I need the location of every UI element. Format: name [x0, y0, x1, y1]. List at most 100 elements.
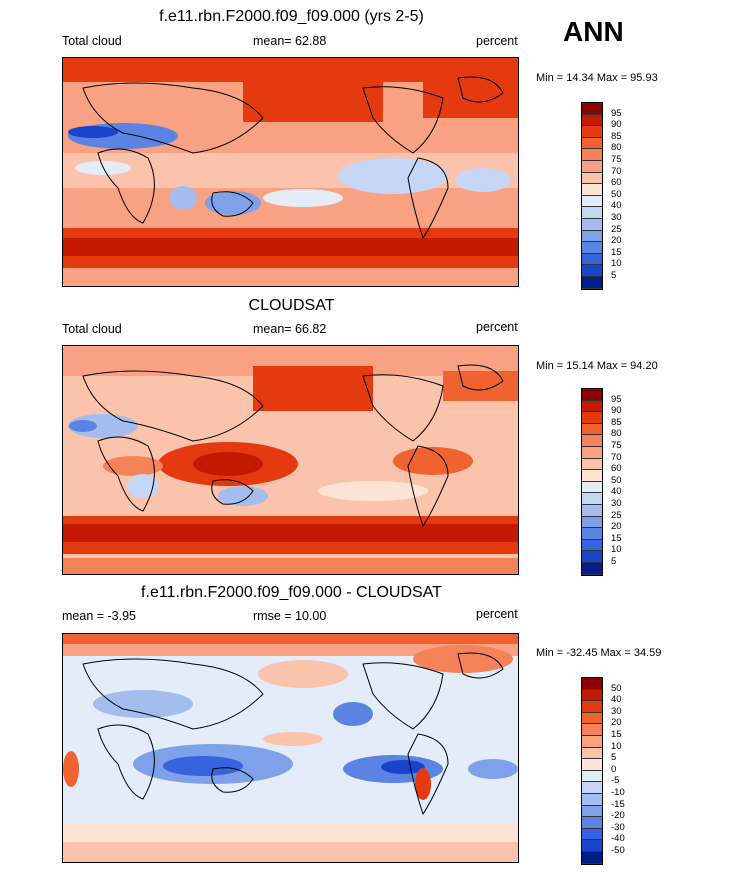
colorbar-segment: [582, 446, 602, 459]
colorbar-tick-label: -10: [611, 787, 625, 798]
colorbar-tick-label: 50: [611, 474, 622, 486]
colorbar-tick-label: 20: [611, 521, 622, 533]
panel-1-variable-label: Total cloud: [62, 34, 122, 48]
colorbar-tick-label: 50: [611, 188, 622, 200]
colorbar-tick-label: -5: [611, 775, 620, 787]
colorbar-segment: [582, 504, 602, 517]
colorbar-segment: [582, 172, 602, 185]
colorbar-tick-label: -40: [611, 833, 625, 845]
panel-1-mean-label: mean= 62.88: [253, 34, 327, 48]
colorbar-segment: [582, 551, 602, 563]
colorbar-tick-label: 30: [611, 705, 622, 717]
colorbar-tick-label: 95: [611, 393, 622, 405]
colorbar-segment: [582, 458, 602, 471]
colorbar-tick-label: 85: [611, 130, 622, 142]
panel-3-title: f.e11.rbn.F2000.f09_f09.000 - CLOUDSAT: [141, 584, 442, 601]
colorbar-segment: [582, 782, 602, 794]
colorbar-segment: [582, 400, 602, 413]
colorbar-tick-label: 85: [611, 416, 622, 428]
colorbar-tick-label: 5: [611, 270, 617, 281]
panel-3-rmse-label: rmse = 10.00: [253, 609, 327, 623]
colorbar-tick-label: 0: [611, 763, 617, 775]
colorbar-segment: [582, 137, 602, 150]
colorbar-tick-label: 40: [611, 200, 622, 212]
colorbar-segment: [582, 735, 602, 748]
panel-3-mean-label: mean = -3.95: [62, 609, 137, 623]
colorbar-segment: [582, 470, 602, 482]
colorbar-tick-label: -20: [611, 810, 625, 822]
colorbar-segment: [582, 481, 602, 494]
colorbar-segment: [582, 126, 602, 138]
colorbar-segment: [582, 242, 602, 254]
colorbar-segment: [582, 724, 602, 736]
colorbar-segment: [582, 195, 602, 208]
panel-2-title: CLOUDSAT: [248, 297, 335, 314]
colorbar-tick-label: 25: [611, 509, 622, 521]
colorbar-segment: [582, 759, 602, 771]
colorbar-tick-label: 10: [611, 740, 622, 752]
colorbar-tick-label: 70: [611, 165, 622, 177]
colorbar-segment: [582, 493, 602, 505]
colorbar-segment: [582, 793, 602, 806]
panel-3-map: [62, 633, 519, 863]
colorbar-tick-label: -30: [611, 821, 625, 833]
colorbar-segment: [582, 770, 602, 783]
colorbar-tick-label: 80: [611, 142, 622, 154]
colorbar-segment: [582, 389, 602, 401]
panel-1-minmax: Min = 14.34 Max = 95.93: [536, 72, 658, 84]
colorbar-tick-label: 15: [611, 729, 622, 740]
colorbar-segment: [582, 253, 602, 266]
colorbar-tick-label: 40: [611, 486, 622, 498]
panel-2-map: [62, 345, 519, 575]
panel-1-colorbar: 95 90 85 80 75 70 60 50 40 30 25 20 15 10 5: [581, 102, 622, 290]
colorbar-segment: [582, 805, 602, 818]
panel-2-variable-label: Total cloud: [62, 322, 122, 336]
colorbar-segment: [582, 516, 602, 529]
colorbar-segment: [582, 230, 602, 243]
colorbar-segment: [582, 160, 602, 173]
colorbar-segment: [582, 114, 602, 127]
colorbar-segment: [582, 828, 602, 841]
colorbar-segment: [582, 435, 602, 447]
panel-1-map: [62, 57, 519, 287]
colorbar-segment: [582, 747, 602, 760]
panel-1-units-label: percent: [476, 34, 518, 48]
colorbar-tick-label: 30: [611, 498, 622, 509]
colorbar-tick-label: 60: [611, 463, 622, 475]
colorbar-segment: [582, 149, 602, 161]
panel-2-mean-label: mean= 66.82: [253, 322, 327, 336]
panel-3-units-label: percent: [476, 607, 518, 621]
colorbar-segment: [582, 851, 602, 864]
panel-3-colorbar: 50 40 30 20 15 10 5 0 -5 -10 -15 -20 -30 -40 -50: [581, 677, 625, 865]
colorbar-tick-label: 20: [611, 235, 622, 247]
colorbar-tick-label: 20: [611, 717, 622, 729]
colorbar-segment: [582, 539, 602, 552]
panel-2-units-label: percent: [476, 320, 518, 334]
colorbar-segment: [582, 218, 602, 231]
colorbar-tick-label: 10: [611, 258, 622, 270]
panel-2-colorbar: 95 90 85 80 75 70 60 50 40 30 25 20 15 10 5: [581, 388, 622, 576]
colorbar-segment: [582, 817, 602, 829]
colorbar-segment: [582, 689, 602, 702]
colorbar-tick-label: 50: [611, 682, 622, 694]
colorbar-tick-label: 90: [611, 405, 622, 417]
colorbar-segment: [582, 840, 602, 852]
colorbar-tick-label: 25: [611, 223, 622, 235]
colorbar-segment: [582, 412, 602, 424]
colorbar-segment: [582, 712, 602, 725]
colorbar-segment: [582, 528, 602, 540]
colorbar-tick-label: 75: [611, 440, 622, 451]
colorbar-segment: [582, 276, 602, 289]
colorbar-segment: [582, 103, 602, 115]
colorbar-segment: [582, 678, 602, 690]
colorbar-tick-label: 80: [611, 428, 622, 440]
colorbar-tick-label: 75: [611, 154, 622, 165]
colorbar-segment: [582, 701, 602, 713]
colorbar-tick-label: 60: [611, 177, 622, 189]
colorbar-segment: [582, 207, 602, 219]
colorbar-tick-label: -50: [611, 845, 625, 856]
season-label: ANN: [563, 16, 624, 47]
colorbar-segment: [582, 265, 602, 277]
panel-1-title: f.e11.rbn.F2000.f09_f09.000 (yrs 2-5): [159, 8, 424, 25]
colorbar-tick-label: 95: [611, 107, 622, 119]
